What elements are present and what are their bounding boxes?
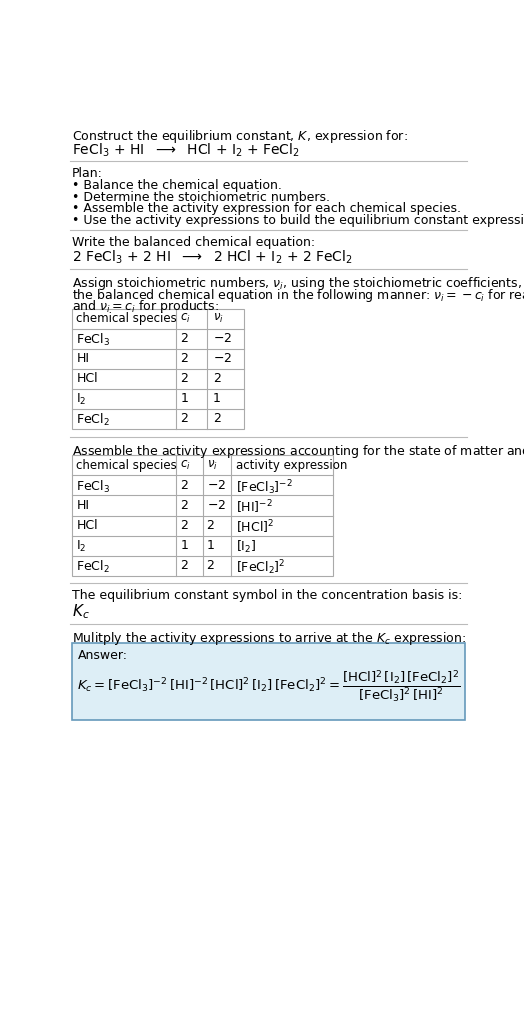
Text: $-2$: $-2$	[213, 333, 232, 345]
Text: 2: 2	[180, 412, 188, 425]
Text: Assign stoichiometric numbers, $\nu_i$, using the stoichiometric coefficients, $: Assign stoichiometric numbers, $\nu_i$, …	[72, 276, 524, 292]
Text: $K_c$: $K_c$	[72, 602, 90, 621]
Bar	[72, 643, 465, 720]
Text: 2: 2	[213, 412, 221, 425]
Text: 2: 2	[180, 558, 188, 572]
Text: 1: 1	[180, 539, 188, 551]
Text: $\nu_i$: $\nu_i$	[213, 312, 224, 325]
Text: $c_i$: $c_i$	[180, 459, 191, 472]
Text: $-2$: $-2$	[213, 352, 232, 365]
Text: Write the balanced chemical equation:: Write the balanced chemical equation:	[72, 236, 315, 249]
Text: 2: 2	[180, 498, 188, 512]
Bar	[72, 456, 333, 576]
Text: $\mathrm{FeCl_2}$: $\mathrm{FeCl_2}$	[77, 558, 110, 575]
Text: $\mathrm{FeCl_3}$ + HI  $\longrightarrow$  HCl + $\mathrm{I_2}$ + $\mathrm{FeCl_: $\mathrm{FeCl_3}$ + HI $\longrightarrow$…	[72, 141, 300, 159]
Text: Mulitply the activity expressions to arrive at the $K_c$ expression:: Mulitply the activity expressions to arr…	[72, 631, 466, 647]
Text: Plan:: Plan:	[72, 167, 103, 180]
Text: 1: 1	[206, 539, 214, 551]
Text: 2: 2	[180, 372, 188, 385]
Text: $\mathrm{FeCl_2}$: $\mathrm{FeCl_2}$	[77, 412, 110, 428]
Text: 2: 2	[180, 352, 188, 365]
Text: 2 $\mathrm{FeCl_3}$ + 2 HI  $\longrightarrow$  2 HCl + $\mathrm{I_2}$ + 2 $\math: 2 $\mathrm{FeCl_3}$ + 2 HI $\longrightar…	[72, 249, 353, 266]
Text: • Determine the stoichiometric numbers.: • Determine the stoichiometric numbers.	[72, 190, 330, 203]
Text: 2: 2	[206, 519, 214, 532]
Text: $[\mathrm{HCl}]^{2}$: $[\mathrm{HCl}]^{2}$	[236, 519, 274, 536]
Text: 2: 2	[213, 372, 221, 385]
Text: • Use the activity expressions to build the equilibrium constant expression.: • Use the activity expressions to build …	[72, 214, 524, 227]
Text: HCl: HCl	[77, 372, 98, 385]
Text: activity expression: activity expression	[236, 459, 347, 472]
Bar	[72, 309, 244, 429]
Text: $[\mathrm{FeCl_3}]^{-2}$: $[\mathrm{FeCl_3}]^{-2}$	[236, 479, 293, 497]
Text: 2: 2	[180, 519, 188, 532]
Text: The equilibrium constant symbol in the concentration basis is:: The equilibrium constant symbol in the c…	[72, 590, 462, 602]
Text: $-2$: $-2$	[206, 479, 226, 491]
Text: $\mathrm{FeCl_3}$: $\mathrm{FeCl_3}$	[77, 333, 111, 349]
Text: 1: 1	[213, 393, 221, 406]
Text: $K_c = [\mathrm{FeCl_3}]^{-2}\,[\mathrm{HI}]^{-2}\,[\mathrm{HCl}]^2\,[\mathrm{I_: $K_c = [\mathrm{FeCl_3}]^{-2}\,[\mathrm{…	[77, 669, 460, 705]
Text: $-2$: $-2$	[206, 498, 226, 512]
Text: • Balance the chemical equation.: • Balance the chemical equation.	[72, 179, 281, 192]
Text: 1: 1	[180, 393, 188, 406]
Text: $\mathrm{I_2}$: $\mathrm{I_2}$	[77, 539, 87, 553]
Text: and $\nu_i = c_i$ for products:: and $\nu_i = c_i$ for products:	[72, 298, 219, 315]
Text: $\mathrm{FeCl_3}$: $\mathrm{FeCl_3}$	[77, 479, 111, 494]
Text: $c_i$: $c_i$	[180, 312, 191, 325]
Text: chemical species: chemical species	[77, 312, 177, 325]
Text: HI: HI	[77, 352, 90, 365]
Text: HCl: HCl	[77, 519, 98, 532]
Text: chemical species: chemical species	[77, 459, 177, 472]
Text: Answer:: Answer:	[78, 649, 128, 662]
Text: $\mathrm{I_2}$: $\mathrm{I_2}$	[77, 393, 87, 408]
Text: 2: 2	[206, 558, 214, 572]
Text: $[\mathrm{I_2}]$: $[\mathrm{I_2}]$	[236, 539, 256, 554]
Text: Assemble the activity expressions accounting for the state of matter and $\nu_i$: Assemble the activity expressions accoun…	[72, 443, 524, 460]
Text: $[\mathrm{FeCl_2}]^{2}$: $[\mathrm{FeCl_2}]^{2}$	[236, 558, 286, 578]
Text: $\nu_i$: $\nu_i$	[206, 459, 217, 472]
Text: 2: 2	[180, 333, 188, 345]
Text: • Assemble the activity expression for each chemical species.: • Assemble the activity expression for e…	[72, 202, 461, 216]
Text: the balanced chemical equation in the following manner: $\nu_i = -c_i$ for react: the balanced chemical equation in the fo…	[72, 287, 524, 304]
Text: HI: HI	[77, 498, 90, 512]
Text: Construct the equilibrium constant, $K$, expression for:: Construct the equilibrium constant, $K$,…	[72, 128, 408, 145]
Text: 2: 2	[180, 479, 188, 491]
Text: $[\mathrm{HI}]^{-2}$: $[\mathrm{HI}]^{-2}$	[236, 498, 273, 516]
